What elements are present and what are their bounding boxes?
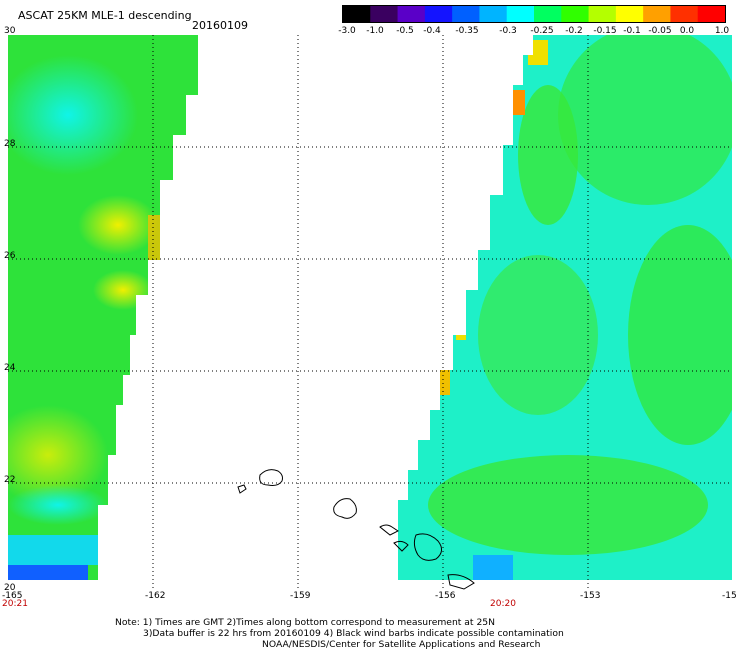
color-scale-label: -3.0	[338, 26, 356, 36]
color-scale-label: 0.0	[679, 26, 695, 36]
color-scale-swatch	[424, 6, 453, 22]
color-scale-swatch	[561, 6, 590, 22]
color-scale-swatch	[643, 6, 671, 22]
color-scale-swatch	[370, 6, 399, 22]
lat-lon-grid	[8, 35, 732, 590]
plot-title: ASCAT 25KM MLE-1 descending	[18, 9, 192, 22]
note-line-2: 3)Data buffer is 22 hrs from 20160109 4)…	[143, 628, 564, 639]
left-swath	[8, 35, 198, 580]
longitude-label: -165	[2, 591, 23, 601]
color-scale-label: -0.15	[593, 26, 617, 36]
longitude-label: -159	[290, 591, 311, 601]
longitude-label: -153	[580, 591, 601, 601]
longitude-label: -15	[722, 591, 737, 601]
note-line-3: NOAA/NESDIS/Center for Satellite Applica…	[262, 639, 541, 650]
color-scale-swatch	[697, 6, 725, 22]
color-scale-swatch	[397, 6, 426, 22]
latitude-label: 20	[4, 583, 16, 593]
map-panel	[8, 35, 732, 590]
color-scale-label: -0.35	[455, 26, 479, 36]
latitude-label: 30	[4, 26, 16, 36]
color-scale-label: 1.0	[714, 26, 730, 36]
plot-date: 20160109	[192, 19, 248, 32]
color-scale-label: -0.1	[623, 26, 641, 36]
color-scale-label: -0.5	[396, 26, 414, 36]
latitude-label: 24	[4, 363, 16, 373]
latitude-label: 22	[4, 475, 16, 485]
longitude-label: -162	[145, 591, 166, 601]
color-scale-swatch	[479, 6, 508, 22]
color-scale-bar	[342, 5, 726, 23]
color-scale-swatch	[670, 6, 699, 22]
time-label-left: 20:21	[2, 599, 28, 609]
color-scale-label: -0.3	[499, 26, 517, 36]
color-scale-label: -1.0	[366, 26, 384, 36]
color-scale-label: -0.4	[423, 26, 441, 36]
color-scale-swatch	[534, 6, 562, 22]
color-scale-label: -0.05	[648, 26, 672, 36]
note-line-1: Note: 1) Times are GMT 2)Times along bot…	[115, 617, 496, 628]
hawaii-coastline	[237, 469, 475, 590]
latitude-label: 26	[4, 251, 16, 261]
color-scale-swatch	[452, 6, 480, 22]
longitude-label: -156	[435, 591, 456, 601]
color-scale-swatch	[615, 6, 644, 22]
right-swath	[398, 35, 732, 580]
color-scale-swatch	[343, 6, 371, 22]
color-scale-swatch	[588, 6, 617, 22]
latitude-label: 28	[4, 139, 16, 149]
color-scale-label: -0.2	[565, 26, 583, 36]
time-label-right: 20:20	[490, 599, 516, 609]
color-scale-swatch	[506, 6, 535, 22]
color-scale-label: -0.25	[530, 26, 554, 36]
color-scale-labels: -3.0 -1.0 -0.5 -0.4 -0.35 -0.3 -0.25 -0.2 -0.15-…	[330, 26, 740, 38]
